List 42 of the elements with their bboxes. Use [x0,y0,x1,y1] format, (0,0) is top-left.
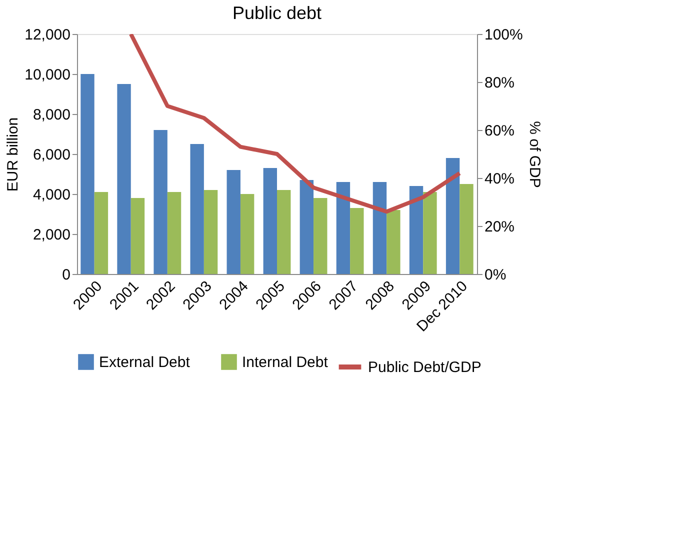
y-tick-label: 12,000 [24,26,70,44]
bar [154,130,168,274]
line-series [128,34,462,214]
y-tick-label: 4,000 [32,186,70,204]
y2-tick-label: 60% [484,122,515,140]
bar [277,190,291,274]
bar [117,84,131,274]
legend-label: Public Debt/GDP [368,359,482,376]
y-tick-label: 0 [62,266,70,284]
bar [190,144,204,274]
y2-tick-label: 0% [484,266,506,284]
y-tick-label: 6,000 [32,146,70,164]
y2-tick-label: 40% [484,170,515,188]
bar [350,208,364,274]
bar [263,168,277,274]
bar [204,190,218,274]
y-axis-title: EUR billion [4,117,22,192]
bar [409,186,424,274]
bar [386,210,400,274]
bar [226,170,240,274]
bar [336,182,350,274]
y-tick-label: 8,000 [32,106,70,124]
bar [372,182,387,274]
y-tick-label: 2,000 [32,226,70,244]
bar [446,158,460,274]
legend-label: Internal Debt [242,354,329,371]
bar [240,194,254,274]
y2-tick-label: 100% [484,26,523,44]
bar [460,184,474,274]
bar [167,192,182,274]
bar [314,198,328,274]
y-tick-label: 10,000 [24,66,70,84]
y2-tick-label: 20% [484,218,515,236]
y2-tick-label: 80% [484,74,515,92]
chart-title: Public debt [232,3,322,23]
bar [80,74,94,274]
bar [423,192,437,274]
bar [94,192,108,274]
bar [130,198,145,274]
y2-axis-title: % of GDP [526,121,543,188]
bar [300,180,314,274]
legend-label: External Debt [99,354,191,371]
